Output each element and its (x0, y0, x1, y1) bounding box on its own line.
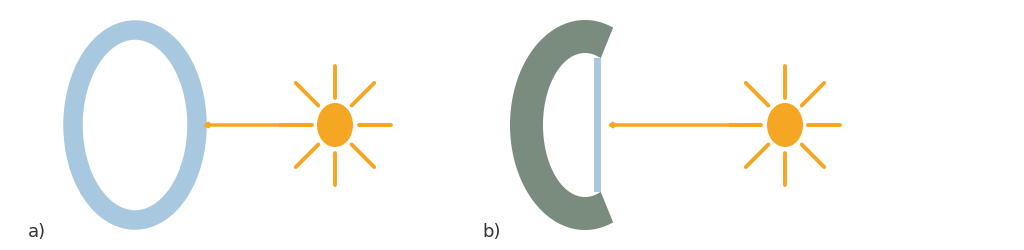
Polygon shape (594, 59, 601, 192)
Ellipse shape (317, 104, 353, 148)
Text: a): a) (28, 222, 46, 240)
Text: b): b) (482, 222, 501, 240)
Polygon shape (510, 21, 613, 230)
Ellipse shape (767, 104, 803, 148)
